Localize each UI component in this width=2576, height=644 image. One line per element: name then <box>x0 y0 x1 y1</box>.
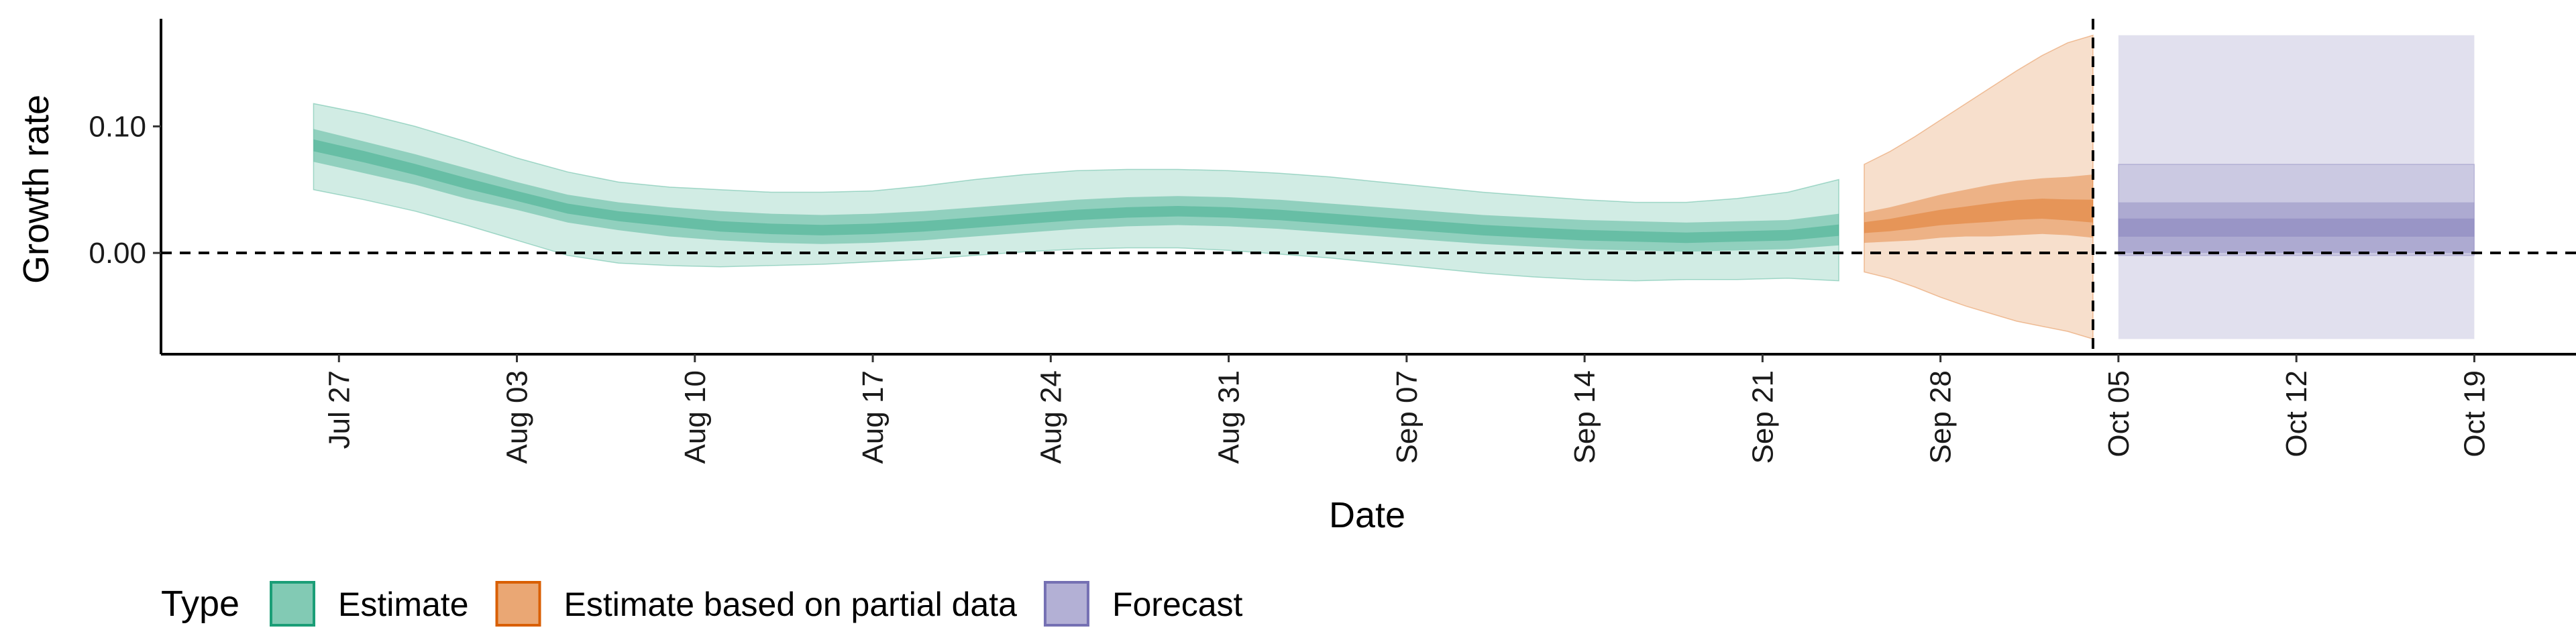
estimate-band-50 <box>313 129 1839 252</box>
legend: Type Estimate Estimate based on partial d… <box>161 581 1243 627</box>
estimate-based-on-partial-data-band-50 <box>1864 174 2093 243</box>
estimate-based-on-partial-data-band-median <box>1864 199 2093 233</box>
legend-label-estimate-based-on-partial-data: Estimate based on partial data <box>564 586 1018 623</box>
x-tick-label: Sep 07 <box>1391 370 1424 464</box>
estimate-band-90 <box>313 103 1839 282</box>
x-tick-label: Sep 21 <box>1746 370 1779 464</box>
legend-swatch-forecast <box>1043 581 1089 627</box>
legend-swatch-estimate-based-on-partial-data <box>495 581 541 627</box>
x-tick-label: Aug 24 <box>1034 370 1067 464</box>
x-tick-label: Oct 12 <box>2280 370 2313 458</box>
forecast-band-median <box>2118 218 2475 237</box>
x-tick-label: Aug 31 <box>1213 370 1246 464</box>
x-tick-label: Aug 17 <box>857 370 890 464</box>
x-tick-label: Sep 28 <box>1925 370 1957 464</box>
x-tick-label: Sep 14 <box>1568 370 1601 464</box>
forecast-band-90 <box>2118 164 2475 256</box>
y-tick-label: 0.00 <box>89 237 146 270</box>
x-tick-label: Aug 03 <box>501 370 534 464</box>
legend-label-forecast: Forecast <box>1112 586 1243 623</box>
plot-area <box>161 19 2576 354</box>
forecast-band-50 <box>2118 202 2475 254</box>
x-axis-title: Date <box>1329 495 1405 535</box>
x-tick-label: Oct 05 <box>2102 370 2135 458</box>
x-tick-label: Aug 10 <box>679 370 712 464</box>
x-tick-label: Oct 19 <box>2458 370 2491 458</box>
forecast-band-outer <box>2118 35 2475 339</box>
legend-label-estimate: Estimate <box>338 586 469 623</box>
legend-swatch-estimate <box>270 581 315 627</box>
estimate-band-median <box>313 139 1839 244</box>
axes: 0.00 0.10 Jul 27 Aug 03 Aug 10 Aug 17 Aug 24 Au… <box>89 19 2576 464</box>
y-axis-title: Growth rate <box>16 95 56 284</box>
y-tick-label: 0.10 <box>89 110 146 143</box>
x-tick-label: Jul 27 <box>323 370 356 449</box>
legend-title: Type <box>161 584 239 624</box>
